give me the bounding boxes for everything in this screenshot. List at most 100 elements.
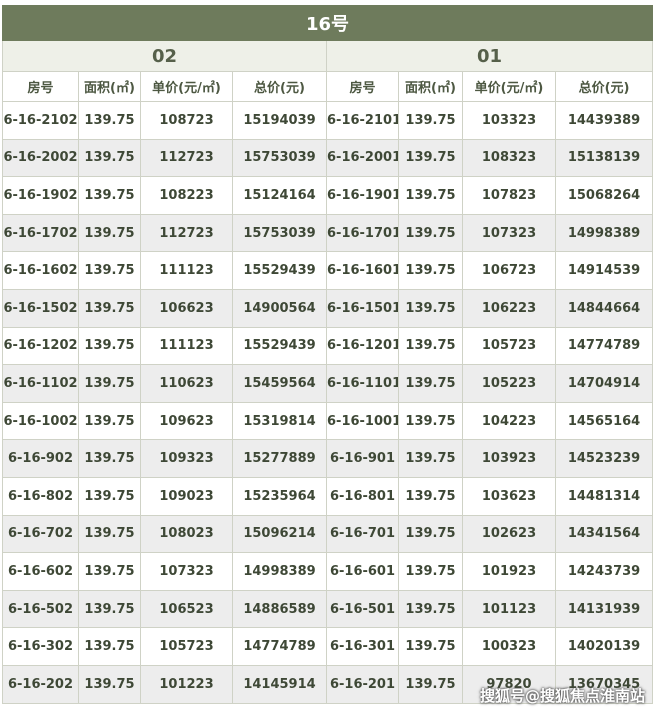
table-cell: 106523 [140, 589, 233, 629]
table-cell: 139.75 [398, 288, 463, 328]
table-cell: 14523239 [554, 439, 654, 478]
table-cell: 102623 [462, 514, 556, 554]
table-cell: 15753039 [232, 213, 327, 253]
column-header: 总价(元) [554, 71, 654, 102]
table-cell: 6-16-201 [326, 664, 399, 704]
table-row: 6-16-902 139.75 109323 15277889 6-16-901 139.… [2, 439, 654, 478]
table-cell: 15529439 [232, 251, 327, 290]
table-cell: 107823 [462, 176, 556, 215]
table-cell: 6-16-1902 [2, 176, 79, 215]
table-cell: 139.75 [78, 288, 141, 328]
column-header: 房号 [326, 71, 399, 102]
table-cell: 6-16-901 [326, 439, 399, 478]
table-cell: 6-16-301 [326, 627, 399, 666]
table-cell: 14900564 [232, 288, 327, 328]
table-cell: 139.75 [78, 251, 141, 290]
table-cell: 15753039 [232, 138, 327, 178]
table-cell: 139.75 [78, 664, 141, 704]
table-cell: 139.75 [398, 364, 463, 403]
table-row: 6-16-1002 139.75 109623 15319814 6-16-1001 13… [2, 401, 654, 441]
table-cell: 139.75 [78, 176, 141, 215]
table-cell: 14481314 [554, 476, 654, 516]
table-cell: 15277889 [232, 439, 327, 478]
table-cell: 6-16-602 [2, 552, 79, 591]
table-cell: 106623 [140, 288, 233, 328]
table-cell: 105723 [462, 326, 556, 366]
table-cell: 139.75 [78, 101, 141, 140]
table-cell: 6-16-1001 [326, 401, 399, 441]
column-header: 房号 [2, 71, 79, 102]
table-cell: 6-16-1101 [326, 364, 399, 403]
table-cell: 139.75 [78, 476, 141, 516]
table-cell: 14704914 [554, 364, 654, 403]
table-cell: 14844664 [554, 288, 654, 328]
table-cell: 15235964 [232, 476, 327, 516]
table-cell: 15194039 [232, 101, 327, 140]
table-cell: 139.75 [78, 514, 141, 554]
price-table: 16号 02 01 房号 面积(㎡) 单价(元/㎡) 总价(元) 房号 面积(㎡) 单价(元… [1, 5, 654, 704]
table-cell: 14998389 [554, 213, 654, 253]
table-cell: 139.75 [398, 213, 463, 253]
table-cell: 14145914 [232, 664, 327, 704]
table-cell: 15529439 [232, 326, 327, 366]
table-cell: 6-16-1601 [326, 251, 399, 290]
table-cell: 110623 [140, 364, 233, 403]
table-cell: 6-16-202 [2, 664, 79, 704]
column-header: 单价(元/㎡) [140, 71, 233, 102]
table-cell: 101123 [462, 589, 556, 629]
table-cell: 14341564 [554, 514, 654, 554]
table-row: 6-16-1702 139.75 112723 15753039 6-16-1701 13… [2, 213, 654, 253]
table-cell: 106723 [462, 251, 556, 290]
table-cell: 6-16-1102 [2, 364, 79, 403]
table-cell: 139.75 [398, 627, 463, 666]
table-cell: 112723 [140, 138, 233, 178]
table-row: 6-16-2002 139.75 112723 15753039 6-16-2001 13… [2, 138, 654, 178]
table-cell: 139.75 [398, 138, 463, 178]
table-cell: 106223 [462, 288, 556, 328]
table-cell: 14886589 [232, 589, 327, 629]
table-cell: 15319814 [232, 401, 327, 441]
table-cell: 6-16-1701 [326, 213, 399, 253]
table-row: 6-16-202 139.75 101223 14145914 6-16-201 139.… [2, 664, 654, 704]
table-row: 6-16-1602 139.75 111123 15529439 6-16-1601 13… [2, 251, 654, 290]
table-cell: 139.75 [398, 439, 463, 478]
table-cell: 139.75 [78, 627, 141, 666]
table-cell: 6-16-1502 [2, 288, 79, 328]
table-cell: 6-16-801 [326, 476, 399, 516]
title-row: 16号 [1, 5, 654, 41]
table-cell: 139.75 [398, 664, 463, 704]
table-cell: 14998389 [232, 552, 327, 591]
group-header: 02 [2, 40, 327, 72]
table-cell: 6-16-1002 [2, 401, 79, 441]
table-cell: 101923 [462, 552, 556, 591]
table-cell: 111123 [140, 326, 233, 366]
table-cell: 107323 [140, 552, 233, 591]
table-cell: 6-16-2001 [326, 138, 399, 178]
table-cell: 139.75 [78, 401, 141, 441]
table-cell: 6-16-1602 [2, 251, 79, 290]
table-cell: 139.75 [78, 364, 141, 403]
table-cell: 103623 [462, 476, 556, 516]
watermark: 搜狐号@搜狐焦点淮南站 [479, 687, 645, 705]
table-cell: 139.75 [398, 401, 463, 441]
column-header: 单价(元/㎡) [462, 71, 556, 102]
group-header: 01 [325, 40, 654, 72]
table-cell: 139.75 [398, 589, 463, 629]
table-cell: 104223 [462, 401, 556, 441]
table-cell: 103923 [462, 439, 556, 478]
table-cell: 108723 [140, 101, 233, 140]
table-cell: 6-16-2102 [2, 101, 79, 140]
table-cell: 6-16-601 [326, 552, 399, 591]
table-cell: 14565164 [554, 401, 654, 441]
table-cell: 14774789 [554, 326, 654, 366]
table-cell: 139.75 [398, 326, 463, 366]
column-header: 总价(元) [232, 71, 327, 102]
table-row: 6-16-2102 139.75 108723 15194039 6-16-2101 13… [2, 101, 654, 140]
table-row: 6-16-702 139.75 108023 15096214 6-16-701 139.… [2, 514, 654, 554]
table-cell: 109023 [140, 476, 233, 516]
table-cell: 112723 [140, 213, 233, 253]
table-cell: 109623 [140, 401, 233, 441]
table-cell: 6-16-501 [326, 589, 399, 629]
table-cell: 6-16-802 [2, 476, 79, 516]
